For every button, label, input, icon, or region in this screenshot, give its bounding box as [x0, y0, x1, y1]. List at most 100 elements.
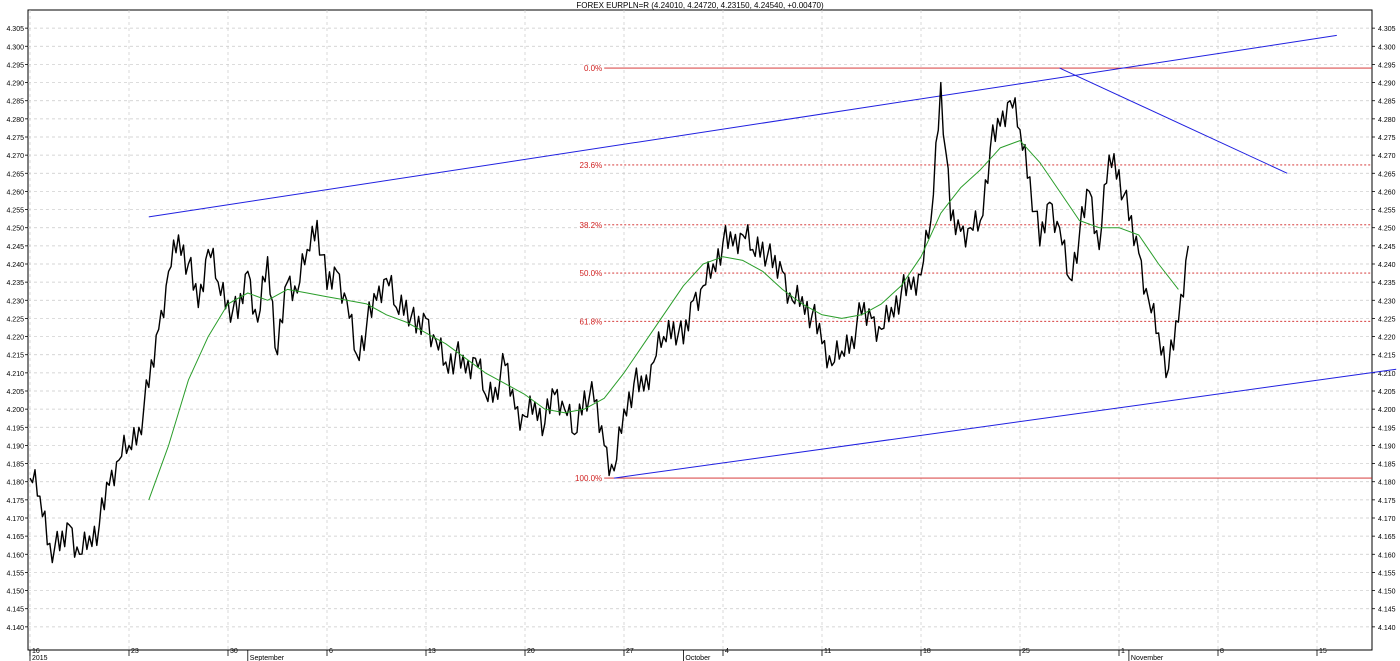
y-tick-label-right: 4.290 [1378, 81, 1396, 88]
fibonacci-retracement: 0.0% 23.6% 38.2% 50.0% 61.8% 100.0% [575, 64, 1372, 483]
y-tick-label-right: 4.175 [1378, 498, 1396, 505]
y-tick-label-right: 4.270 [1378, 153, 1396, 160]
y-tick-label-left: 4.260 [6, 189, 24, 196]
y-tick-label-left: 4.190 [6, 443, 24, 450]
y-tick-label-left: 4.140 [6, 625, 24, 632]
chart-title: FOREX EURPLN=R (4.24010, 4.24720, 4.2315… [576, 1, 824, 10]
trendlines [148, 34, 1397, 479]
x-tick-label: 20 [527, 648, 535, 655]
x-tick-label: 11 [824, 648, 831, 655]
y-tick-label-left: 4.280 [6, 117, 24, 124]
y-tick-label-left: 4.275 [6, 135, 24, 142]
y-tick-label-right: 4.215 [1378, 353, 1396, 360]
x-tick-label: 13 [428, 648, 436, 655]
x-period-label: 2015 [32, 655, 48, 661]
y-tick-label-right: 4.145 [1378, 607, 1396, 614]
y-tick-label-left: 4.250 [6, 226, 24, 233]
trendline-upper-channel [148, 34, 1337, 218]
y-tick-label-right: 4.165 [1378, 534, 1396, 541]
fib-level-label: 0.0% [584, 64, 602, 73]
y-tick-label-right: 4.180 [1378, 480, 1396, 487]
x-tick-label: 6 [329, 648, 333, 655]
y-tick-label-left: 4.235 [6, 280, 24, 287]
y-tick-label-right: 4.230 [1378, 298, 1396, 305]
fib-level-label: 100.0% [575, 474, 602, 483]
y-tick-label-left: 4.220 [6, 335, 24, 342]
y-tick-label-right: 4.210 [1378, 371, 1396, 378]
y-tick-label-right: 4.220 [1378, 335, 1396, 342]
y-tick-label-right: 4.170 [1378, 516, 1396, 523]
y-tick-label-left: 4.160 [6, 552, 24, 559]
y-tick-label-right: 4.280 [1378, 117, 1396, 124]
moving-average-line [148, 140, 1179, 501]
y-tick-label-left: 4.210 [6, 371, 24, 378]
y-tick-label-right: 4.300 [1378, 44, 1396, 51]
y-tick-label-left: 4.200 [6, 407, 24, 414]
x-tick-label: 27 [626, 648, 634, 655]
fib-level-label: 38.2% [580, 221, 603, 230]
y-tick-label-right: 4.150 [1378, 589, 1396, 596]
grid [28, 10, 1372, 650]
y-tick-label-right: 4.195 [1378, 425, 1396, 432]
y-tick-label-left: 4.300 [6, 44, 24, 51]
y-tick-label-right: 4.235 [1378, 280, 1396, 287]
y-tick-label-left: 4.150 [6, 589, 24, 596]
y-tick-label-left: 4.145 [6, 607, 24, 614]
y-tick-label-right: 4.265 [1378, 171, 1396, 178]
y-tick-label-right: 4.285 [1378, 99, 1396, 106]
y-tick-label-right: 4.255 [1378, 208, 1396, 215]
y-tick-label-left: 4.255 [6, 208, 24, 215]
y-tick-label-left: 4.185 [6, 462, 24, 469]
plot-area [27, 9, 1373, 651]
y-tick-label-left: 4.240 [6, 262, 24, 269]
y-tick-label-right: 4.200 [1378, 407, 1396, 414]
x-tick-label: 30 [230, 648, 238, 655]
x-period-label: October [685, 655, 711, 661]
y-tick-label-right: 4.160 [1378, 552, 1396, 559]
y-tick-label-right: 4.155 [1378, 570, 1396, 577]
y-tick-label-left: 4.170 [6, 516, 24, 523]
y-tick-label-left: 4.265 [6, 171, 24, 178]
y-tick-label-right: 4.140 [1378, 625, 1396, 632]
y-tick-label-left: 4.245 [6, 244, 24, 251]
y-tick-label-left: 4.165 [6, 534, 24, 541]
y-tick-label-left: 4.290 [6, 81, 24, 88]
y-axis-right: 4.140 4.145 4.150 4.155 4.160 4.165 4.170 4.175… [1372, 26, 1396, 632]
x-tick-label: 18 [923, 648, 931, 655]
y-tick-label-left: 4.270 [6, 153, 24, 160]
y-tick-label-left: 4.285 [6, 99, 24, 106]
trendline-descending [1059, 67, 1288, 174]
x-tick-label: 16 [32, 648, 40, 655]
x-period-label: November [1131, 655, 1164, 661]
y-tick-label-left: 4.195 [6, 425, 24, 432]
y-tick-label-left: 4.295 [6, 62, 24, 69]
x-tick-label: 23 [131, 648, 139, 655]
y-tick-label-right: 4.245 [1378, 244, 1396, 251]
y-tick-label-left: 4.305 [6, 26, 24, 33]
y-tick-label-left: 4.225 [6, 316, 24, 323]
y-tick-label-right: 4.240 [1378, 262, 1396, 269]
y-tick-label-left: 4.155 [6, 570, 24, 577]
x-tick-label: 15 [1319, 648, 1327, 655]
y-tick-label-right: 4.185 [1378, 462, 1396, 469]
x-period-label: September [250, 655, 285, 661]
y-axis-left: 4.140 4.145 4.150 4.155 4.160 4.165 4.170 4.175… [6, 26, 28, 632]
y-tick-label-right: 4.305 [1378, 26, 1396, 33]
y-tick-label-left: 4.230 [6, 298, 24, 305]
fib-level-label: 23.6% [580, 161, 603, 170]
y-tick-label-left: 4.215 [6, 353, 24, 360]
fib-level-label: 61.8% [580, 317, 603, 326]
y-tick-label-right: 4.205 [1378, 389, 1396, 396]
x-tick-label: 4 [725, 648, 729, 655]
price-series-line [29, 81, 1189, 564]
y-tick-label-right: 4.250 [1378, 226, 1396, 233]
y-tick-label-right: 4.225 [1378, 316, 1396, 323]
y-tick-label-right: 4.260 [1378, 189, 1396, 196]
fib-level-label: 50.0% [580, 269, 603, 278]
x-tick-label: 8 [1220, 648, 1224, 655]
y-tick-label-right: 4.275 [1378, 135, 1396, 142]
x-tick-label: 1 [1121, 648, 1125, 655]
